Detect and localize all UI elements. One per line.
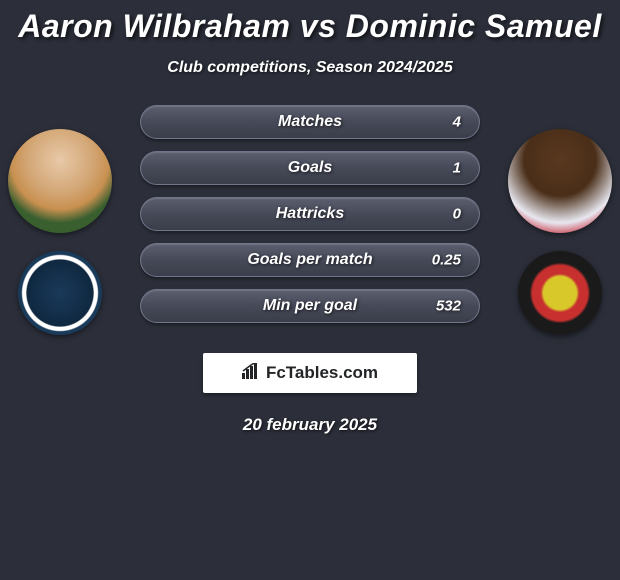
comparison-body: Matches 4 Goals 1 Hattricks 0 Goals per … xyxy=(0,105,620,337)
stat-label: Matches xyxy=(278,113,342,131)
page-title: Aaron Wilbraham vs Dominic Samuel xyxy=(0,8,620,45)
player-left-avatar xyxy=(8,129,112,233)
stat-label: Hattricks xyxy=(276,205,344,223)
stat-row-goals: Goals 1 xyxy=(140,151,480,185)
stat-value: 532 xyxy=(436,298,461,315)
stat-row-min-per-goal: Min per goal 532 xyxy=(140,289,480,323)
club-left-badge xyxy=(18,251,102,335)
stats-list: Matches 4 Goals 1 Hattricks 0 Goals per … xyxy=(140,105,480,335)
stat-label: Goals xyxy=(288,159,332,177)
stat-row-matches: Matches 4 xyxy=(140,105,480,139)
stat-value: 1 xyxy=(453,160,461,177)
club-right-badge xyxy=(518,251,602,335)
stat-value: 0 xyxy=(453,206,461,223)
stat-value: 0.25 xyxy=(432,252,461,269)
subtitle: Club competitions, Season 2024/2025 xyxy=(0,59,620,77)
branding-text: FcTables.com xyxy=(266,363,378,383)
stat-label: Goals per match xyxy=(247,251,372,269)
comparison-card: Aaron Wilbraham vs Dominic Samuel Club c… xyxy=(0,0,620,435)
stat-row-hattricks: Hattricks 0 xyxy=(140,197,480,231)
date-label: 20 february 2025 xyxy=(0,415,620,435)
stat-label: Min per goal xyxy=(263,297,357,315)
player-right-avatar xyxy=(508,129,612,233)
stat-value: 4 xyxy=(453,114,461,131)
stat-row-goals-per-match: Goals per match 0.25 xyxy=(140,243,480,277)
branding-badge: FcTables.com xyxy=(203,353,417,393)
bar-chart-icon xyxy=(242,363,260,384)
